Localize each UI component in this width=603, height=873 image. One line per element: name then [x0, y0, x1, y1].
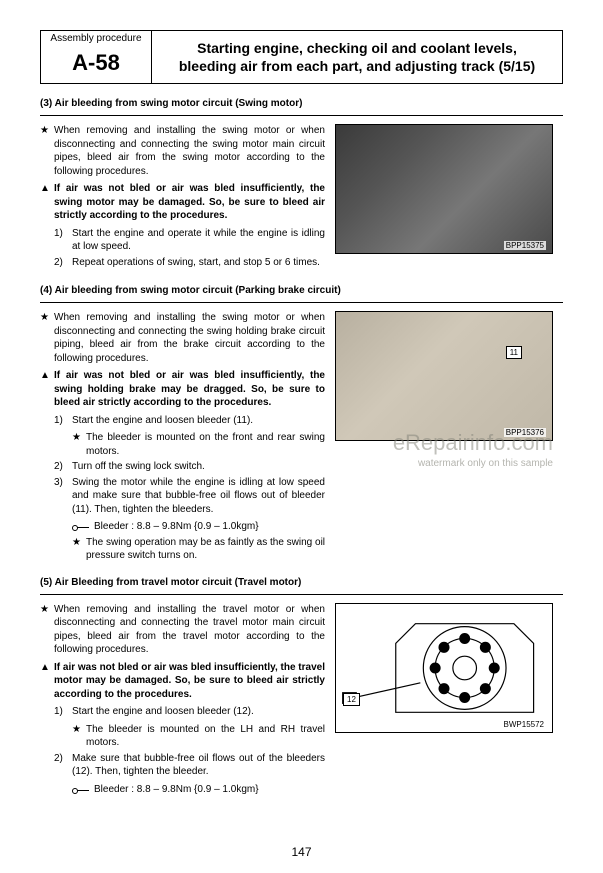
step-text: Swing the motor while the engine is idli… [72, 476, 325, 517]
parking-brake-photo: 11 BPP15376 [335, 311, 553, 441]
warning-note: ▲ If air was not bled or air was bled in… [40, 369, 325, 410]
header-left: Assembly procedure A-58 [41, 31, 152, 83]
torque-text: Bleeder : 8.8 – 9.8Nm {0.9 – 1.0kgm} [94, 783, 259, 797]
star-text: When removing and installing the travel … [54, 603, 325, 657]
star-note: ★ When removing and installing the swing… [40, 124, 325, 178]
torque-spec: Bleeder : 8.8 – 9.8Nm {0.9 – 1.0kgm} [72, 520, 325, 534]
procedure-code: A-58 [41, 46, 151, 82]
step-list: 2)Make sure that bubble-free oil flows o… [54, 752, 325, 779]
step-list: 1)Start the engine and operate it while … [54, 227, 325, 270]
torque-icon [72, 786, 90, 794]
step-text: Make sure that bubble-free oil flows out… [72, 752, 325, 779]
step-text: Turn off the swing lock switch. [72, 460, 205, 474]
sub-note: ★ The bleeder is mounted on the LH and R… [72, 723, 325, 750]
star-icon: ★ [40, 311, 54, 365]
header-title: Starting engine, checking oil and coolan… [152, 31, 562, 83]
warning-text: If air was not bled or air was bled insu… [54, 661, 325, 702]
sub-note: ★ The bleeder is mounted on the front an… [72, 431, 325, 458]
step-item: 2)Make sure that bubble-free oil flows o… [54, 752, 325, 779]
manual-page: Assembly procedure A-58 Starting engine,… [0, 0, 603, 873]
section-5-body: ★ When removing and installing the trave… [40, 603, 563, 799]
section-3-body: ★ When removing and installing the swing… [40, 124, 563, 273]
title-line-2: bleeding air from each part, and adjusti… [179, 58, 535, 74]
section-5-text: ★ When removing and installing the trave… [40, 603, 325, 799]
step-item: 1)Start the engine and loosen bleeder (1… [54, 414, 325, 428]
section-3-image-col: BPP15375 [335, 124, 555, 273]
star-text: When removing and installing the swing m… [54, 311, 325, 365]
sub-note-text: The bleeder is mounted on the LH and RH … [86, 723, 325, 750]
image-label: BPP15376 [504, 428, 546, 437]
section-5-title: (5) Air Bleeding from travel motor circu… [40, 577, 563, 588]
header-box: Assembly procedure A-58 Starting engine,… [40, 30, 563, 84]
step-text: Start the engine and loosen bleeder (11)… [72, 414, 253, 428]
warning-text: If air was not bled or air was bled insu… [54, 182, 325, 223]
travel-motor-diagram: 12 BWP15572 [335, 603, 553, 733]
step-text: Start the engine and loosen bleeder (12)… [72, 705, 254, 719]
step-text: Repeat operations of swing, start, and s… [72, 256, 320, 270]
callout-11: 11 [506, 346, 522, 359]
star-icon: ★ [72, 723, 86, 750]
section-3-title: (3) Air bleeding from swing motor circui… [40, 98, 563, 109]
star-note: ★ When removing and installing the trave… [40, 603, 325, 657]
torque-icon [72, 523, 90, 531]
warning-icon: ▲ [40, 369, 54, 410]
procedure-label: Assembly procedure [41, 31, 151, 46]
warning-icon: ▲ [40, 661, 54, 702]
step-list: 1)Start the engine and loosen bleeder (1… [54, 705, 325, 719]
image-label: BWP15572 [502, 720, 546, 729]
step-list: 1)Start the engine and loosen bleeder (1… [54, 414, 325, 428]
star-text: When removing and installing the swing m… [54, 124, 325, 178]
section-rule [40, 115, 563, 116]
step-item: 2)Repeat operations of swing, start, and… [54, 256, 325, 270]
section-3-text: ★ When removing and installing the swing… [40, 124, 325, 273]
star-icon: ★ [40, 124, 54, 178]
warning-note: ▲ If air was not bled or air was bled in… [40, 182, 325, 223]
section-5-image-col: 12 BWP15572 [335, 603, 555, 799]
step-item: 1)Start the engine and loosen bleeder (1… [54, 705, 325, 719]
warning-text: If air was not bled or air was bled insu… [54, 369, 325, 410]
diagram-svg [336, 604, 552, 732]
step-list: 2)Turn off the swing lock switch. 3)Swin… [54, 460, 325, 516]
torque-text: Bleeder : 8.8 – 9.8Nm {0.9 – 1.0kgm} [94, 520, 259, 534]
torque-spec: Bleeder : 8.8 – 9.8Nm {0.9 – 1.0kgm} [72, 783, 325, 797]
title-line-1: Starting engine, checking oil and coolan… [197, 40, 517, 56]
step-item: 3)Swing the motor while the engine is id… [54, 476, 325, 517]
step-text: Start the engine and operate it while th… [72, 227, 325, 254]
star-icon: ★ [40, 603, 54, 657]
warning-note: ▲ If air was not bled or air was bled in… [40, 661, 325, 702]
section-rule [40, 302, 563, 303]
section-4-text: ★ When removing and installing the swing… [40, 311, 325, 565]
section-4-image-col: 11 BPP15376 [335, 311, 555, 565]
image-label: BPP15375 [504, 241, 546, 250]
sub-note: ★ The swing operation may be as faintly … [72, 536, 325, 563]
star-icon: ★ [72, 431, 86, 458]
star-note: ★ When removing and installing the swing… [40, 311, 325, 365]
step-item: 1)Start the engine and operate it while … [54, 227, 325, 254]
section-4-title: (4) Air bleeding from swing motor circui… [40, 285, 563, 296]
section-rule [40, 594, 563, 595]
sub-note-text: The swing operation may be as faintly as… [86, 536, 325, 563]
section-4-body: ★ When removing and installing the swing… [40, 311, 563, 565]
sub-note-text: The bleeder is mounted on the front and … [86, 431, 325, 458]
step-item: 2)Turn off the swing lock switch. [54, 460, 325, 474]
warning-icon: ▲ [40, 182, 54, 223]
swing-motor-photo: BPP15375 [335, 124, 553, 254]
callout-12: 12 [343, 693, 360, 706]
star-icon: ★ [72, 536, 86, 563]
page-number: 147 [0, 845, 603, 859]
